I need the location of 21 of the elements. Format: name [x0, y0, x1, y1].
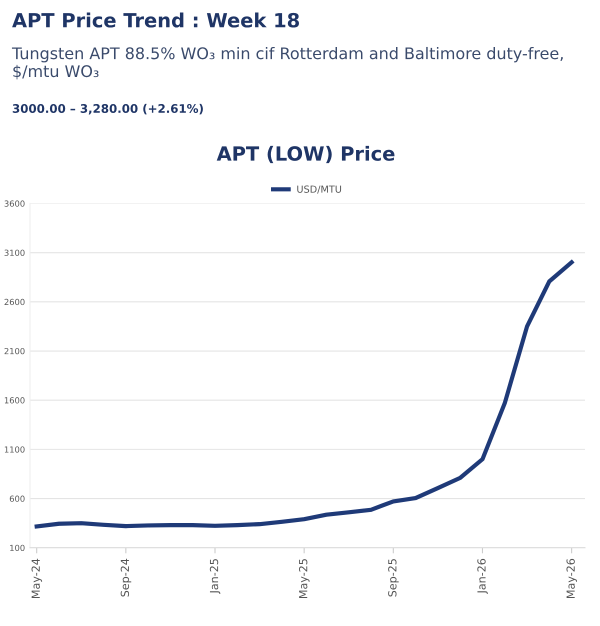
line-series [34, 260, 574, 528]
y-tick-label: 100 [10, 544, 25, 552]
x-tick-label: May-26 [566, 558, 578, 598]
y-tick-label: 1600 [4, 397, 25, 404]
chart-subtitle: Tungsten APT 88.5% WO₃ min cif Rotterdam and Baltimore duty-free, $/mtu WO₃ [12, 46, 563, 80]
y-tick-label: 2100 [4, 348, 25, 354]
x-tick-label: Jan-26 [477, 558, 488, 594]
x-tick-label: Jan-25 [210, 559, 220, 594]
x-tick-label: May-24 [32, 558, 42, 598]
y-tick-label: 3600 [4, 200, 25, 207]
y-tick-label: 3100 [4, 250, 25, 256]
chart-title: APT Price Trend : Week 18 [12, 12, 299, 28]
y-tick-label: 1100 [4, 446, 25, 453]
x-tick-label: May-25 [298, 559, 310, 598]
x-tick-label: Sep-25 [388, 559, 399, 597]
legend-label: USD/MTU [297, 185, 342, 194]
x-tick-label: Sep-24 [120, 558, 132, 597]
text: 3000.00 – 3,280.00 (+2.61%) [12, 104, 203, 114]
y-tick-label: 2600 [4, 298, 25, 306]
y-tick-label: 600 [10, 496, 25, 502]
text: APT (LOW) Price [216, 146, 394, 164]
